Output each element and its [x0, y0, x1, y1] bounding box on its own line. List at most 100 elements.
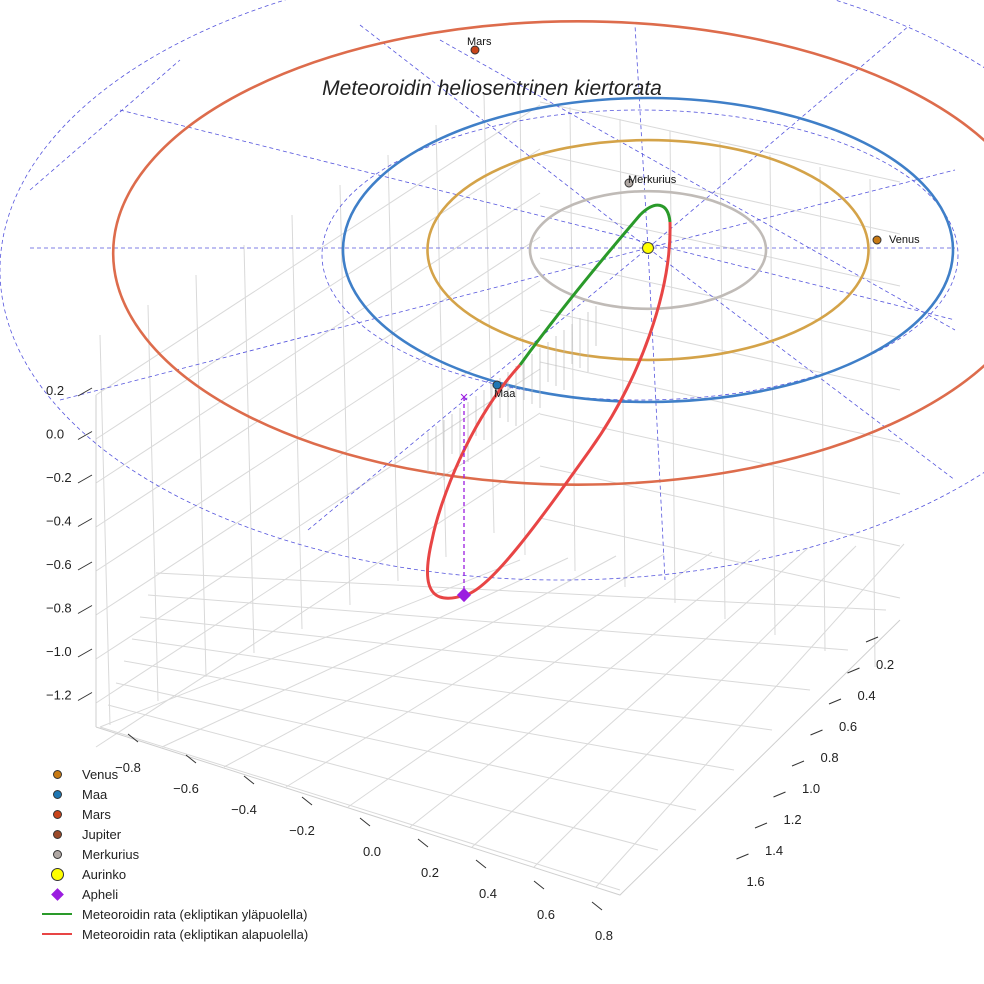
grid-line — [123, 660, 735, 771]
meteoroid-orbit-above — [518, 203, 672, 366]
projection-guide — [29, 59, 181, 191]
legend: Venus Maa Mars Jupiter Merkurius Aurinko Aphel… — [36, 764, 308, 944]
z-tick-mark — [77, 431, 93, 440]
label-venus: Venus — [889, 234, 920, 246]
legend-marker — [36, 864, 78, 884]
grid-line — [147, 304, 159, 702]
x-tick-mark — [301, 796, 313, 806]
legend-marker — [36, 904, 78, 924]
x-tick-mark — [127, 733, 139, 743]
x-tick-label: −0.2 — [289, 823, 315, 838]
legend-item: Merkurius — [36, 844, 308, 864]
planet-maa — [492, 380, 502, 390]
grid-line — [95, 192, 541, 484]
y-tick-mark — [828, 698, 842, 705]
z-tick-mark — [77, 387, 93, 397]
projection-guide — [439, 39, 956, 331]
y-tick-label: 0.2 — [876, 657, 894, 672]
grid-line — [539, 517, 901, 599]
z-tick-mark — [77, 605, 93, 614]
grid-line — [99, 334, 111, 726]
z-tick-mark — [77, 648, 93, 658]
legend-item: Meteoroidin rata (ekliptikan alapuolella… — [36, 924, 308, 944]
legend-label: Maa — [82, 786, 108, 802]
grid-line — [107, 704, 659, 851]
grid-line — [619, 118, 626, 588]
projection-guide — [647, 247, 956, 481]
projection-guide — [119, 109, 956, 321]
legend-label: Jupiter — [82, 826, 122, 842]
projection-guide — [359, 24, 649, 249]
grid-line — [539, 413, 901, 495]
y-tick-label: 1.2 — [784, 812, 802, 827]
z-tick-label: 0.2 — [46, 383, 64, 398]
grid-line — [291, 214, 303, 630]
y-tick-label: 1.0 — [802, 781, 820, 796]
orbit-maa — [341, 96, 955, 404]
aphelion-projection-marker: × — [460, 389, 469, 406]
legend-marker — [36, 784, 78, 804]
y-tick-label: 1.6 — [747, 874, 765, 889]
grid-line — [387, 154, 399, 582]
projection-guide — [647, 247, 666, 581]
y-tick-mark — [736, 853, 749, 860]
legend-label: Meteoroidin rata (ekliptikan alapuolella… — [82, 926, 309, 942]
grid-line — [95, 412, 541, 704]
grid-line — [569, 106, 576, 572]
chart-title: Meteoroidin heliosentrinen kiertorata — [322, 77, 662, 100]
z-tick-label: −1.2 — [46, 688, 72, 703]
y-tick-mark — [847, 667, 860, 674]
z-tick-mark — [77, 474, 93, 484]
y-tick-mark — [810, 729, 823, 736]
z-tick-label: −0.4 — [46, 514, 72, 529]
x-tick-mark — [533, 880, 545, 890]
x-tick-label: 0.6 — [537, 907, 555, 922]
legend-label: Mars — [82, 806, 111, 822]
legend-item: Mars — [36, 804, 308, 824]
grid-line — [223, 555, 617, 768]
legend-item: Meteoroidin rata (ekliptikan yläpuolella… — [36, 904, 308, 924]
grid-line — [195, 274, 207, 678]
orbit-venus — [426, 138, 870, 362]
x-tick-mark — [475, 859, 487, 869]
grid-line — [595, 543, 905, 888]
grid-line — [95, 148, 541, 440]
grid-line — [95, 236, 541, 528]
planet-venus — [872, 235, 882, 245]
legend-marker — [36, 924, 78, 944]
y-tick-label: 0.6 — [839, 719, 857, 734]
projection-guide — [647, 24, 911, 249]
x-tick-label: −0.6 — [173, 781, 199, 796]
z-tick-label: −0.2 — [46, 470, 72, 485]
orbit-merkurius — [528, 189, 768, 311]
grid-line — [539, 153, 901, 235]
meteoroid-orbit-below — [425, 221, 672, 600]
label-merkurius: Merkurius — [628, 174, 677, 186]
legend-item: Apheli — [36, 884, 308, 904]
y-tick-mark — [754, 822, 768, 829]
y-tick-mark — [791, 760, 805, 767]
grid-line — [243, 244, 255, 654]
aphelion-marker — [456, 587, 472, 603]
x-tick-label: 0.0 — [363, 844, 381, 859]
legend-label: Apheli — [82, 886, 119, 902]
x-tick-label: −0.8 — [115, 760, 141, 775]
grid-line — [147, 594, 849, 651]
y-tick-mark — [865, 636, 879, 643]
x-tick-label: 0.4 — [479, 886, 497, 901]
axis-box-edge — [95, 395, 901, 896]
legend-label: Aurinko — [82, 866, 127, 882]
sun-marker — [642, 242, 654, 254]
grid-line — [95, 368, 541, 660]
y-tick-label: 1.4 — [765, 843, 783, 858]
grid-line — [819, 166, 826, 652]
grid-line — [471, 547, 809, 848]
projection-guides — [0, 0, 984, 581]
grid-line — [533, 545, 857, 868]
grid-line — [95, 280, 541, 572]
legend-label: Venus — [82, 766, 119, 782]
grid-line — [769, 154, 776, 636]
orbit-mars — [112, 20, 984, 486]
grid-line — [115, 682, 697, 811]
meteoroid-orbit: × — [425, 203, 672, 603]
